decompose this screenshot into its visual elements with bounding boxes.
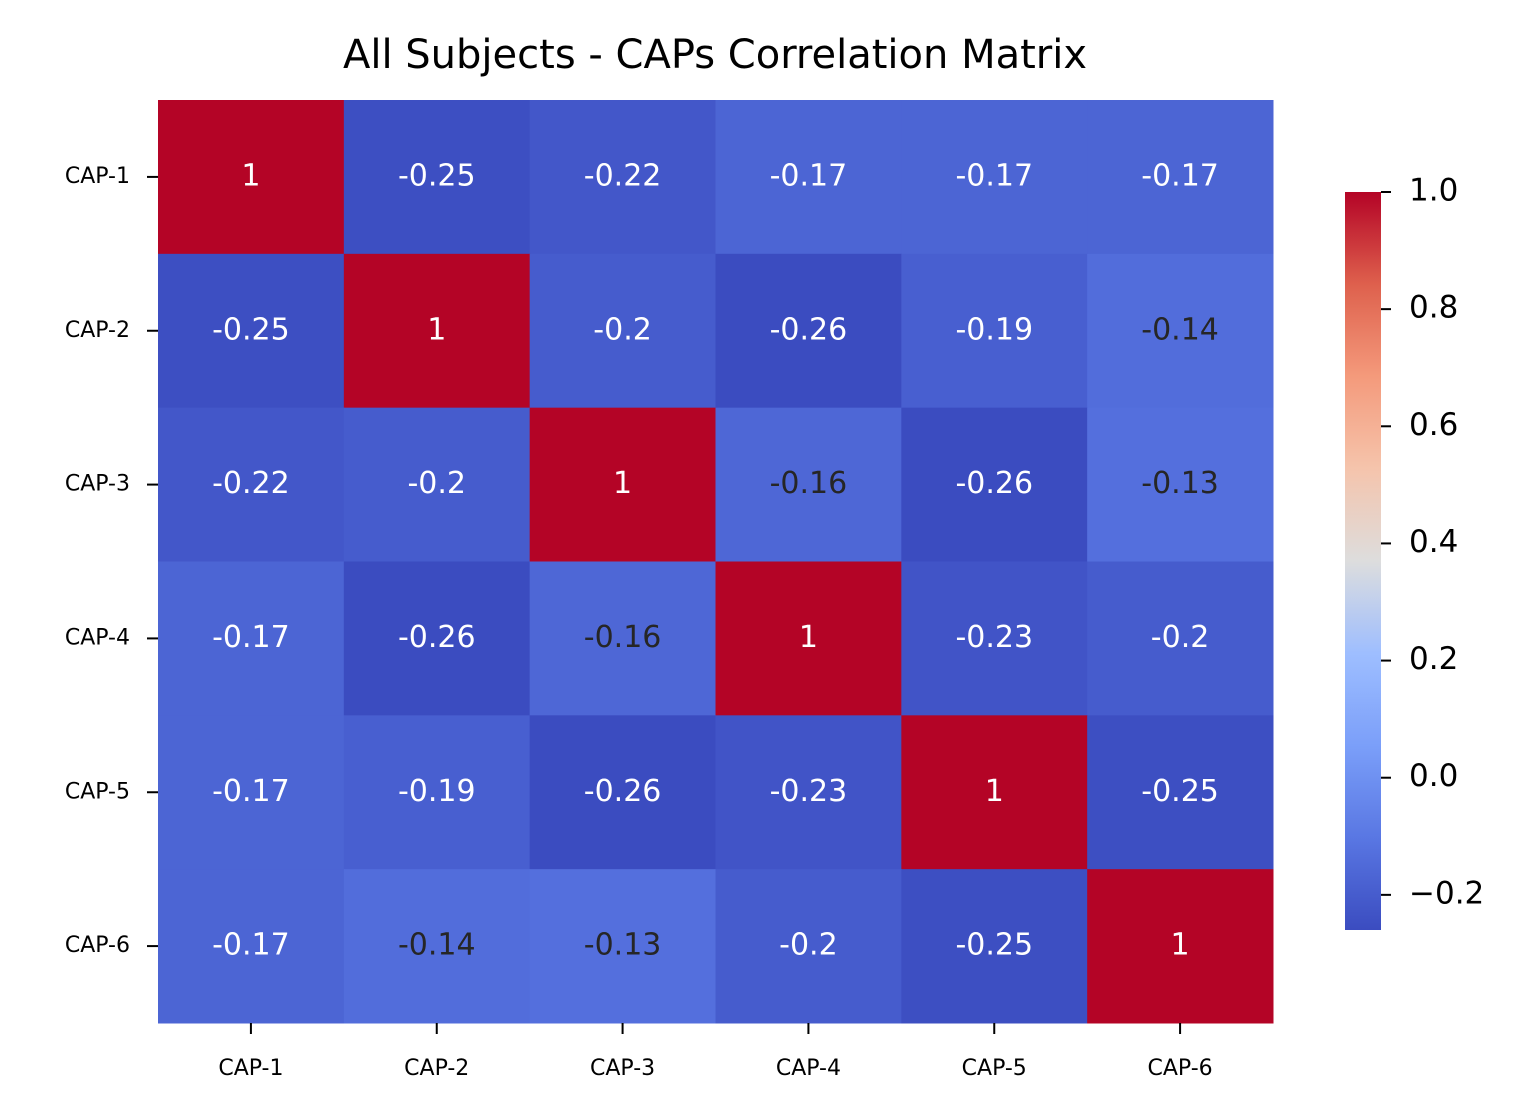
- heatmap-cell: [1087, 869, 1274, 1024]
- heatmap-cell: [529, 561, 716, 716]
- heatmap-cell: [1087, 100, 1274, 255]
- heatmap-cell: [1087, 561, 1274, 716]
- heatmap-cell: [158, 407, 345, 562]
- cell-label: -0.13: [584, 928, 662, 963]
- cell-label: -0.16: [770, 466, 848, 501]
- y-tick-label: CAP-1: [65, 164, 130, 189]
- heatmap-cell: [715, 100, 902, 255]
- heatmap-cell: [529, 253, 716, 409]
- heatmap-cell: [901, 253, 1088, 409]
- cell-label: -0.25: [955, 928, 1033, 963]
- x-tick-label: CAP-3: [590, 1056, 655, 1081]
- heatmap-cell: [901, 869, 1088, 1024]
- colorbar-tick-label: 0.2: [1409, 641, 1458, 677]
- colorbar-tick-label: 0.4: [1409, 524, 1458, 560]
- cell-label: -0.14: [398, 928, 476, 963]
- heatmap-cell: [901, 100, 1088, 255]
- x-tick-label: CAP-4: [776, 1056, 841, 1081]
- cell-label: -0.26: [955, 466, 1033, 501]
- cell-label: -0.17: [955, 158, 1033, 193]
- heatmap-cell: [343, 869, 531, 1024]
- heatmap-cell: [529, 869, 716, 1024]
- cell-label: -0.17: [212, 928, 290, 963]
- x-tick-label: CAP-6: [1148, 1056, 1213, 1081]
- y-tick-label: CAP-6: [65, 933, 130, 958]
- heatmap-cell: [715, 407, 902, 562]
- x-tick-label: CAP-5: [962, 1056, 1027, 1081]
- heatmap-cell: [901, 561, 1088, 716]
- heatmap-cell: [901, 715, 1088, 870]
- colorbar: [1345, 192, 1381, 930]
- y-tick-label: CAP-5: [65, 779, 130, 804]
- heatmap-cell: [158, 715, 345, 870]
- colorbar-tick-label: 0.6: [1409, 407, 1458, 443]
- heatmap-cell: [158, 100, 345, 255]
- heatmap-cell: [715, 253, 902, 409]
- cell-label: -0.17: [770, 158, 848, 193]
- heatmap-cell: [343, 561, 531, 716]
- cell-label: 1: [241, 158, 260, 193]
- x-tick-label: CAP-2: [404, 1056, 469, 1081]
- colorbar-tick-label: 0.8: [1409, 290, 1458, 326]
- heatmap-cell: [715, 561, 902, 716]
- cell-label: 1: [799, 620, 818, 655]
- heatmap-cell: [158, 253, 345, 409]
- cell-label: -0.17: [212, 774, 290, 809]
- heatmap-cell: [529, 715, 716, 870]
- heatmap-cell: [901, 407, 1088, 562]
- cell-label: -0.26: [584, 774, 662, 809]
- chart-title: All Subjects - CAPs Correlation Matrix: [343, 32, 1087, 78]
- heatmap-cell: [1087, 407, 1274, 562]
- cell-label: -0.14: [1141, 312, 1219, 347]
- y-tick-label: CAP-2: [65, 318, 130, 343]
- heatmap-cell: [158, 561, 345, 716]
- cell-label: -0.2: [779, 928, 838, 963]
- cell-label: -0.17: [212, 620, 290, 655]
- cell-label: 1: [985, 774, 1004, 809]
- cell-label: 1: [427, 312, 446, 347]
- colorbar-tick-label: 1.0: [1409, 173, 1458, 209]
- heatmap-cell: [158, 869, 345, 1024]
- heatmap-cell: [343, 100, 531, 255]
- heatmap-cell: [1087, 253, 1274, 409]
- heatmap-cell: [343, 715, 531, 870]
- cell-label: -0.25: [1141, 774, 1219, 809]
- cell-label: -0.2: [1151, 620, 1210, 655]
- cell-label: -0.23: [770, 774, 848, 809]
- cell-label: -0.2: [407, 466, 466, 501]
- heatmap-cell: [715, 715, 902, 870]
- y-tick-label: CAP-4: [65, 625, 130, 650]
- x-tick-label: CAP-1: [218, 1056, 283, 1081]
- heatmap-cell: [529, 407, 716, 562]
- cell-label: -0.13: [1141, 466, 1219, 501]
- cell-label: -0.23: [955, 620, 1033, 655]
- cell-label: -0.25: [398, 158, 476, 193]
- cell-label: -0.17: [1141, 158, 1219, 193]
- cell-label: -0.25: [212, 312, 290, 347]
- cell-label: -0.19: [955, 312, 1033, 347]
- cell-label: -0.16: [584, 620, 662, 655]
- heatmap-cell: [715, 869, 902, 1024]
- heatmap-cell: [529, 100, 716, 255]
- cell-label: -0.26: [398, 620, 476, 655]
- heatmap-cell: [343, 407, 531, 562]
- cell-label: -0.26: [770, 312, 848, 347]
- cell-label: 1: [1171, 928, 1190, 963]
- cell-label: 1: [613, 466, 632, 501]
- heatmap-cell: [1087, 715, 1274, 870]
- cell-label: -0.22: [584, 158, 662, 193]
- heatmap-cell: [343, 253, 531, 409]
- y-tick-label: CAP-3: [65, 472, 130, 497]
- colorbar-tick-label: 0.0: [1409, 758, 1458, 794]
- cell-label: -0.19: [398, 774, 476, 809]
- colorbar-tick-label: −0.2: [1409, 875, 1484, 911]
- cell-label: -0.22: [212, 466, 290, 501]
- cell-label: -0.2: [593, 312, 652, 347]
